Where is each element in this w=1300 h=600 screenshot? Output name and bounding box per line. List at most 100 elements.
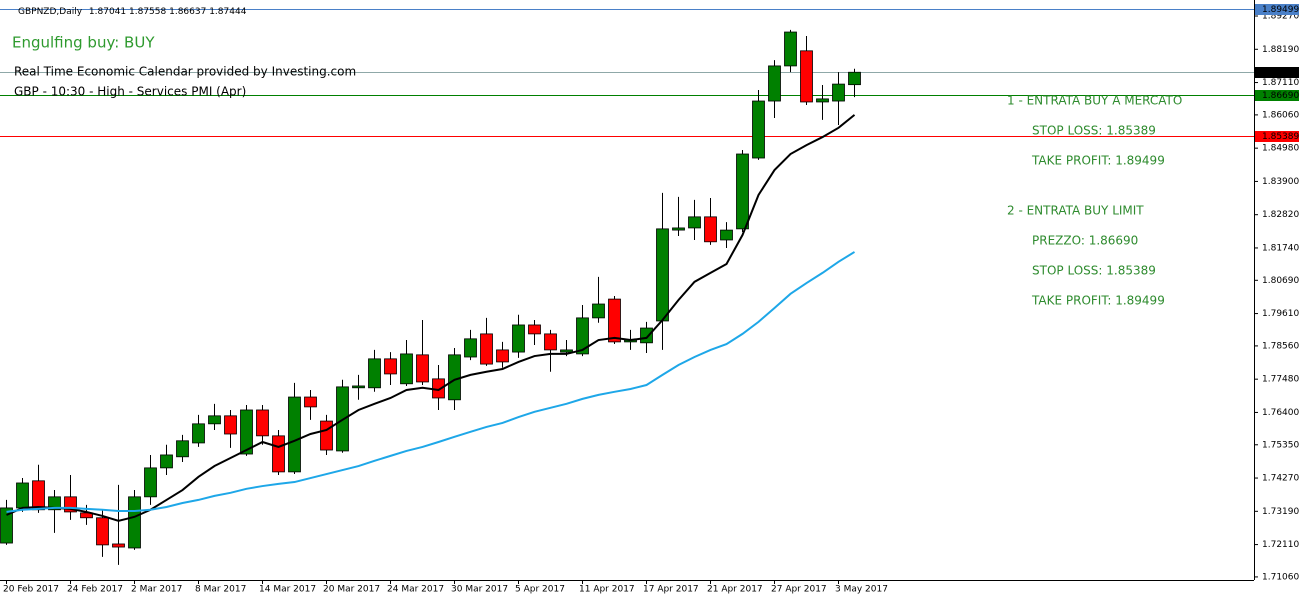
candle-body xyxy=(736,153,749,230)
candle-body xyxy=(448,354,461,401)
x-tick-label: 11 Apr 2017 xyxy=(579,585,635,595)
y-tick-label: 1.76400 xyxy=(1262,408,1299,418)
candle-body xyxy=(672,227,685,231)
y-tick-label: 1.73190 xyxy=(1262,507,1299,517)
x-tick-label: 20 Feb 2017 xyxy=(3,585,59,595)
price-level-tag xyxy=(1255,67,1299,78)
candle-body xyxy=(32,480,45,511)
candle-body xyxy=(96,517,109,546)
price-level-tag xyxy=(1255,131,1299,142)
price-level-label: 1.85389 xyxy=(1262,132,1299,142)
candle-body xyxy=(368,358,381,389)
x-tick-label: 2 Mar 2017 xyxy=(131,585,182,595)
y-tick-label: 1.81740 xyxy=(1262,243,1299,253)
candle-body xyxy=(128,496,141,549)
candle-body xyxy=(160,454,173,469)
y-tick-label: 1.83900 xyxy=(1262,177,1299,187)
plan-text: STOP LOSS: 1.85389 xyxy=(1032,264,1156,278)
candle-body xyxy=(112,543,125,548)
price-level-tag xyxy=(1255,90,1299,101)
candle-body xyxy=(800,50,813,103)
low-value: 1.86637 xyxy=(169,7,206,17)
x-tick-label: 3 May 2017 xyxy=(835,585,888,595)
plan-text: TAKE PROFIT: 1.89499 xyxy=(1031,154,1165,168)
candle-body xyxy=(384,358,397,375)
y-tick-label: 1.80690 xyxy=(1262,276,1299,286)
candle-body xyxy=(720,229,733,241)
candle-body xyxy=(656,228,669,322)
candle-body xyxy=(240,409,253,455)
candle-body xyxy=(784,31,797,67)
candle-body xyxy=(832,83,845,102)
candle-body xyxy=(528,324,541,335)
y-tick-label: 1.75350 xyxy=(1262,440,1299,450)
calendar-event: GBP - 10:30 - High - Services PMI (Apr) xyxy=(14,85,246,99)
y-tick-label: 1.84980 xyxy=(1262,144,1299,154)
candle-body xyxy=(0,507,13,544)
plot xyxy=(0,9,1254,565)
candle-body xyxy=(768,65,781,102)
candle-body xyxy=(816,98,829,103)
candle-body xyxy=(16,482,29,509)
candle-body xyxy=(288,396,301,473)
candle-body xyxy=(416,354,429,383)
price-level-label: 1.89499 xyxy=(1262,5,1299,15)
open-value: 1.87041 xyxy=(89,7,126,17)
candle-body xyxy=(304,396,317,408)
candle-body xyxy=(176,440,189,458)
y-tick-label: 1.77480 xyxy=(1262,375,1299,385)
candle-body xyxy=(48,496,61,511)
y-tick-label: 1.88190 xyxy=(1262,45,1299,55)
high-value: 1.87558 xyxy=(129,7,166,17)
candle-body xyxy=(256,409,269,437)
candle-body xyxy=(208,415,221,425)
x-tick-label: 24 Mar 2017 xyxy=(387,585,444,595)
candle-body xyxy=(608,298,621,343)
candle-body xyxy=(752,100,765,159)
y-tick-label: 1.86060 xyxy=(1262,110,1299,120)
plan-text: 1 - ENTRATA BUY A MERCATO xyxy=(1007,94,1182,108)
y-tick-label: 1.87110 xyxy=(1262,78,1299,88)
candle-body xyxy=(704,216,717,243)
candle-body xyxy=(480,333,493,365)
x-tick-label: 21 Apr 2017 xyxy=(707,585,763,595)
candle-body xyxy=(320,420,333,451)
candle-body xyxy=(544,333,557,351)
symbol: GBPNZD,Daily xyxy=(18,7,83,17)
candle-body xyxy=(512,324,525,353)
candle-body xyxy=(144,467,157,498)
y-tick-label: 1.74270 xyxy=(1262,474,1299,484)
plan-text: TAKE PROFIT: 1.89499 xyxy=(1031,294,1165,308)
candle-body xyxy=(560,349,573,353)
y-tick-label: 1.82820 xyxy=(1262,210,1299,220)
header: GBPNZD,Daily 1.87041 1.87558 1.86637 1.8… xyxy=(18,7,247,17)
y-tick-label: 1.71060 xyxy=(1262,572,1299,582)
candle-body xyxy=(496,349,509,363)
y-tick-label: 1.79610 xyxy=(1262,309,1299,319)
candle-body xyxy=(576,317,589,355)
y-tick-label: 1.72110 xyxy=(1262,540,1299,550)
x-tick-label: 14 Mar 2017 xyxy=(259,585,316,595)
x-tick-label: 27 Apr 2017 xyxy=(771,585,827,595)
candle-body xyxy=(224,415,237,435)
x-tick-label: 20 Mar 2017 xyxy=(323,585,380,595)
signal-label: Engulfing buy: BUY xyxy=(12,34,155,52)
candle-body xyxy=(848,71,861,86)
x-tick-label: 8 Mar 2017 xyxy=(195,585,246,595)
calendar-label: Real Time Economic Calendar provided by … xyxy=(14,65,356,79)
x-tick-label: 24 Feb 2017 xyxy=(67,585,123,595)
x-tick-label: 30 Mar 2017 xyxy=(451,585,508,595)
x-tick-label: 5 Apr 2017 xyxy=(515,585,565,595)
price-level-tag xyxy=(1255,4,1299,15)
price-level-label: 1.86690 xyxy=(1262,91,1299,101)
candle-body xyxy=(592,303,605,319)
plan-text: STOP LOSS: 1.85389 xyxy=(1032,124,1156,138)
candle-body xyxy=(400,353,413,385)
y-tick-label: 1.78560 xyxy=(1262,341,1299,351)
plan-text: PREZZO: 1.86690 xyxy=(1032,234,1138,248)
candle-body xyxy=(352,385,365,389)
candle-body xyxy=(192,423,205,444)
close-value: 1.87444 xyxy=(209,7,246,17)
